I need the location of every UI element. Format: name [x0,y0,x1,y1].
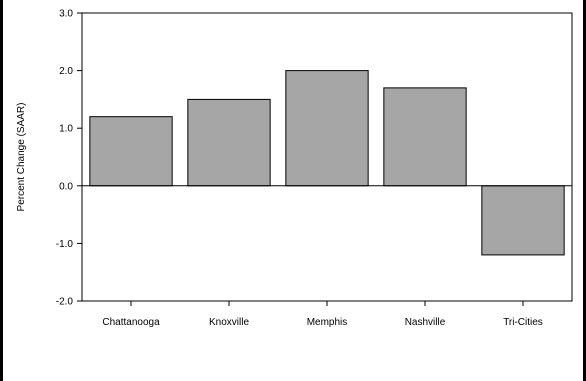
plot-area [81,12,573,302]
x-tick-label: Chattanooga [102,317,160,328]
bar-chattanooga [89,116,173,187]
x-tick-label: Knoxville [209,317,249,328]
y-tick-label: -2.0 [56,297,74,308]
x-tick-label: Nashville [405,317,446,328]
y-axis-title: Percent Change (SAAR) [16,103,27,212]
x-axis-labels: Chattanooga Knoxville Memphis Nashville Tri-… [102,301,543,328]
bar-knoxville [187,98,271,187]
bar-chart: -2.0 -1.0 0.0 1.0 2.0 3.0 Chattanooga Knoxvill… [16,9,573,328]
y-tick-label: 2.0 [59,66,73,77]
x-tick-label: Memphis [307,317,348,328]
y-tick-label: -1.0 [56,239,74,250]
y-tick-label: 1.0 [59,124,73,135]
bar-nashville [383,87,467,187]
bar-tri-cities [481,185,565,256]
x-tick-label: Tri-Cities [503,317,543,328]
y-tick-label: 0.0 [59,181,73,192]
y-tick-label: 3.0 [59,9,73,20]
bars [89,70,565,256]
bar-memphis [285,70,369,187]
y-axis-ticks: -2.0 -1.0 0.0 1.0 2.0 3.0 [56,9,82,308]
